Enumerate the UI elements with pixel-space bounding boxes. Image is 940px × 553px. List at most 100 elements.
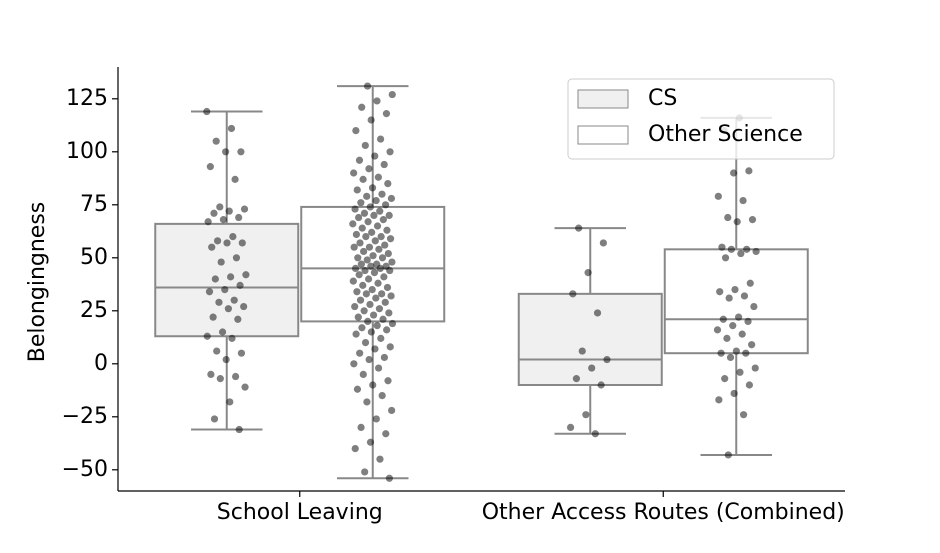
point (358, 103, 366, 111)
point (366, 438, 375, 446)
point (240, 205, 249, 213)
point (209, 313, 217, 321)
point (349, 220, 357, 228)
point (207, 370, 215, 378)
point (225, 207, 233, 215)
point (369, 311, 378, 319)
point (371, 237, 379, 245)
point (364, 317, 372, 325)
point (715, 396, 723, 404)
point (386, 343, 394, 351)
point (356, 349, 364, 357)
point (745, 167, 753, 175)
point (738, 330, 746, 338)
point (359, 175, 367, 183)
point (355, 213, 363, 222)
point (365, 165, 373, 173)
point (216, 203, 224, 211)
point (371, 345, 379, 353)
point (376, 207, 384, 215)
point (351, 302, 359, 311)
point (380, 160, 388, 169)
point (388, 90, 396, 99)
point (359, 281, 367, 289)
point (729, 322, 737, 330)
point (367, 262, 375, 270)
point (386, 235, 395, 243)
point (216, 375, 224, 383)
legend-label: CS (648, 86, 677, 111)
point (719, 315, 727, 323)
point (721, 254, 730, 262)
box (663, 248, 809, 355)
point (751, 364, 759, 372)
point (388, 258, 396, 266)
point (384, 377, 392, 385)
point (210, 415, 219, 423)
point (723, 334, 731, 342)
point (591, 430, 599, 438)
point (349, 277, 357, 285)
point (227, 124, 236, 133)
point (351, 445, 359, 453)
point (231, 175, 239, 183)
point (353, 288, 361, 296)
legend-label: Other Science (648, 122, 803, 147)
point (724, 213, 732, 222)
point (740, 292, 749, 300)
point (385, 474, 393, 482)
point (743, 245, 751, 253)
point (227, 273, 235, 281)
point (351, 205, 359, 213)
point (582, 411, 590, 419)
point (222, 148, 230, 156)
point (380, 273, 388, 281)
point (745, 381, 754, 389)
point (379, 315, 387, 323)
point (350, 360, 358, 368)
point (372, 294, 380, 302)
point (367, 328, 375, 336)
point (368, 286, 376, 294)
point (237, 148, 245, 156)
point (572, 375, 581, 383)
point (237, 349, 246, 357)
point (234, 315, 242, 323)
point (733, 218, 741, 226)
point (383, 226, 391, 234)
point (373, 222, 382, 230)
point (368, 184, 377, 192)
point (363, 256, 371, 264)
point (354, 254, 362, 262)
point (361, 141, 369, 150)
point (737, 249, 745, 258)
point (218, 328, 227, 336)
y-tick-label: 25 (80, 298, 108, 323)
point (350, 169, 358, 177)
point (365, 243, 374, 251)
point (746, 279, 754, 287)
y-tick-label: −25 (62, 404, 108, 429)
point (362, 233, 370, 241)
point (384, 249, 392, 258)
point (211, 275, 219, 283)
point (386, 148, 394, 156)
point (363, 82, 372, 90)
point (385, 211, 393, 219)
point (748, 341, 756, 349)
point (352, 230, 361, 239)
point (388, 406, 396, 415)
point (376, 264, 384, 272)
point (714, 192, 722, 200)
point (750, 302, 758, 311)
point (584, 269, 592, 277)
point (375, 245, 383, 253)
x-tick-label: Other Access Routes (Combined) (482, 500, 845, 525)
point (736, 368, 744, 376)
point (371, 152, 379, 160)
point (354, 313, 362, 321)
point (374, 173, 382, 181)
point (355, 156, 364, 164)
point (575, 224, 583, 232)
